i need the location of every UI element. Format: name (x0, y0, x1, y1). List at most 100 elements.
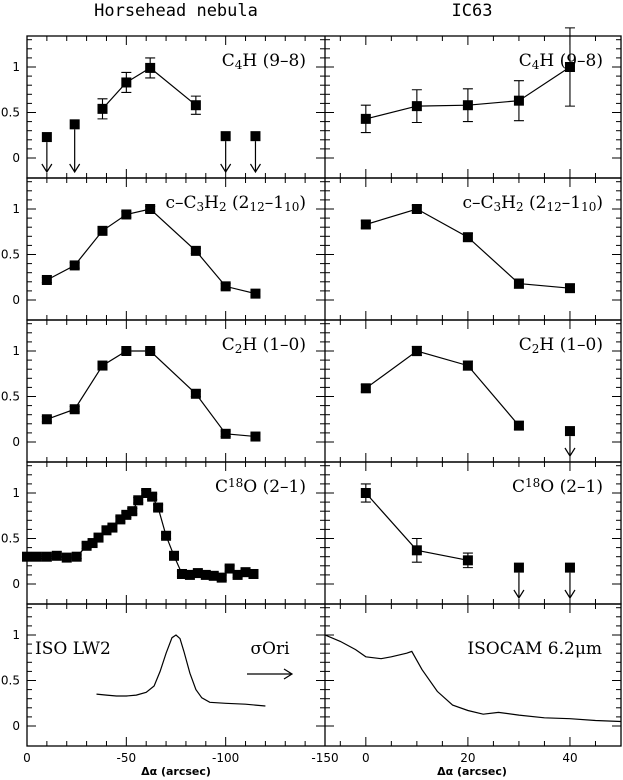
x-tick-label: -150 (311, 751, 338, 765)
data-point (69, 404, 80, 415)
data-point (161, 530, 172, 541)
y-tick-label: 0 (12, 577, 20, 591)
upper-limit-point (564, 562, 575, 573)
plot-area: 0 0.5 1 0 0.5 1 0 0.5 1 0 0.5 1 0 0.5 1 0 -50 -100 -150 0 20… (1, 27, 622, 765)
y-tick-label: 0 (12, 719, 20, 733)
data-point (97, 360, 108, 371)
data-point (220, 281, 231, 292)
data-point (462, 555, 473, 566)
x-axis-label-left: Δα (arcsec) (141, 765, 211, 778)
data-point (564, 283, 575, 294)
y-tick-label: 1 (12, 344, 20, 358)
x-tick-label: -100 (212, 751, 239, 765)
panel-frame-4 (26, 603, 622, 747)
iso-lw2-curve (96, 634, 266, 707)
data-point (97, 225, 108, 236)
data-point (200, 569, 211, 580)
data-point (121, 509, 132, 520)
data-point (127, 506, 138, 517)
molecule-label: C18O (2–1) (512, 476, 603, 497)
data-point (31, 551, 42, 562)
panel-frame-0 (26, 35, 622, 179)
sigma-ori-annotation: σOri (250, 639, 290, 659)
molecule-label: c–C3H2 (212–110) (462, 193, 603, 214)
data-point (360, 113, 371, 124)
y-tick-label: 0.5 (1, 674, 20, 688)
data-point (41, 414, 52, 425)
panel-frame-2 (26, 319, 622, 463)
molecule-label: c–C3H2 (212–110) (165, 193, 306, 214)
data-point (190, 100, 201, 111)
data-point (224, 563, 235, 574)
data-point (411, 545, 422, 556)
x-tick-label: -50 (117, 751, 137, 765)
data-point (462, 100, 473, 111)
molecule-label: C4H (9–8) (519, 51, 603, 72)
molecule-label: C4H (9–8) (222, 51, 306, 72)
data-point (411, 204, 422, 214)
data-point (240, 567, 251, 578)
upper-limit-point (69, 119, 80, 130)
data-point (216, 572, 227, 583)
data-point (411, 101, 422, 112)
y-tick-label: 0.5 (1, 390, 20, 404)
upper-limit-arrow (564, 572, 576, 600)
data-point (133, 495, 144, 506)
x-tick-label: 20 (460, 751, 475, 765)
molecule-label: C2H (1–0) (519, 335, 603, 356)
data-point (81, 540, 92, 551)
data-point (41, 274, 52, 285)
data-point (69, 260, 80, 271)
data-point (250, 431, 261, 442)
data-point (93, 532, 104, 543)
data-point (220, 428, 231, 439)
y-tick-label: 0.5 (1, 532, 20, 546)
upper-limit-point (513, 562, 524, 573)
upper-limit-arrow (220, 141, 232, 174)
x-tick-label: 0 (362, 751, 370, 765)
upper-limit-arrow (513, 572, 525, 600)
data-point (145, 346, 156, 356)
upper-limit-point (564, 426, 575, 437)
molecule-label: C18O (2–1) (215, 476, 306, 497)
panel-label-iso-lw2: ISO LW2 (35, 639, 111, 659)
data-point (184, 569, 195, 580)
data-point (248, 568, 259, 579)
data-point (190, 245, 201, 256)
y-tick-label: 0 (12, 293, 20, 307)
x-tick-label: 0 (23, 751, 31, 765)
isocam-curve (324, 634, 622, 723)
series-line (46, 208, 256, 295)
molecule-label: C2H (1–0) (222, 335, 306, 356)
data-point (232, 569, 243, 580)
y-tick-label: 0 (12, 151, 20, 165)
upper-limit-point (41, 132, 52, 143)
upper-limit-arrow (564, 436, 576, 458)
data-point (147, 491, 158, 502)
data-point (22, 551, 32, 562)
series-line (102, 67, 197, 110)
data-point (97, 103, 108, 114)
data-point (462, 360, 473, 371)
data-point (115, 514, 126, 525)
y-tick-label: 0.5 (1, 106, 20, 120)
data-point (107, 522, 118, 533)
y-tick-label: 0 (12, 435, 20, 449)
upper-limit-arrow (41, 142, 53, 174)
data-point (145, 62, 156, 73)
data-point (71, 551, 82, 562)
data-point (513, 95, 524, 106)
sigma-ori-arrow (247, 668, 294, 680)
data-point (61, 552, 72, 563)
data-point (169, 550, 180, 561)
series-line (365, 208, 571, 289)
data-point (121, 346, 132, 356)
data-point (513, 420, 524, 431)
y-tick-label: 1 (12, 60, 20, 74)
upper-limit-arrow (69, 129, 81, 174)
y-tick-label: 1 (12, 202, 20, 216)
y-tick-label: 0.5 (1, 248, 20, 262)
title-right: IC63 (452, 1, 493, 21)
data-point (190, 388, 201, 399)
data-point (411, 346, 422, 356)
